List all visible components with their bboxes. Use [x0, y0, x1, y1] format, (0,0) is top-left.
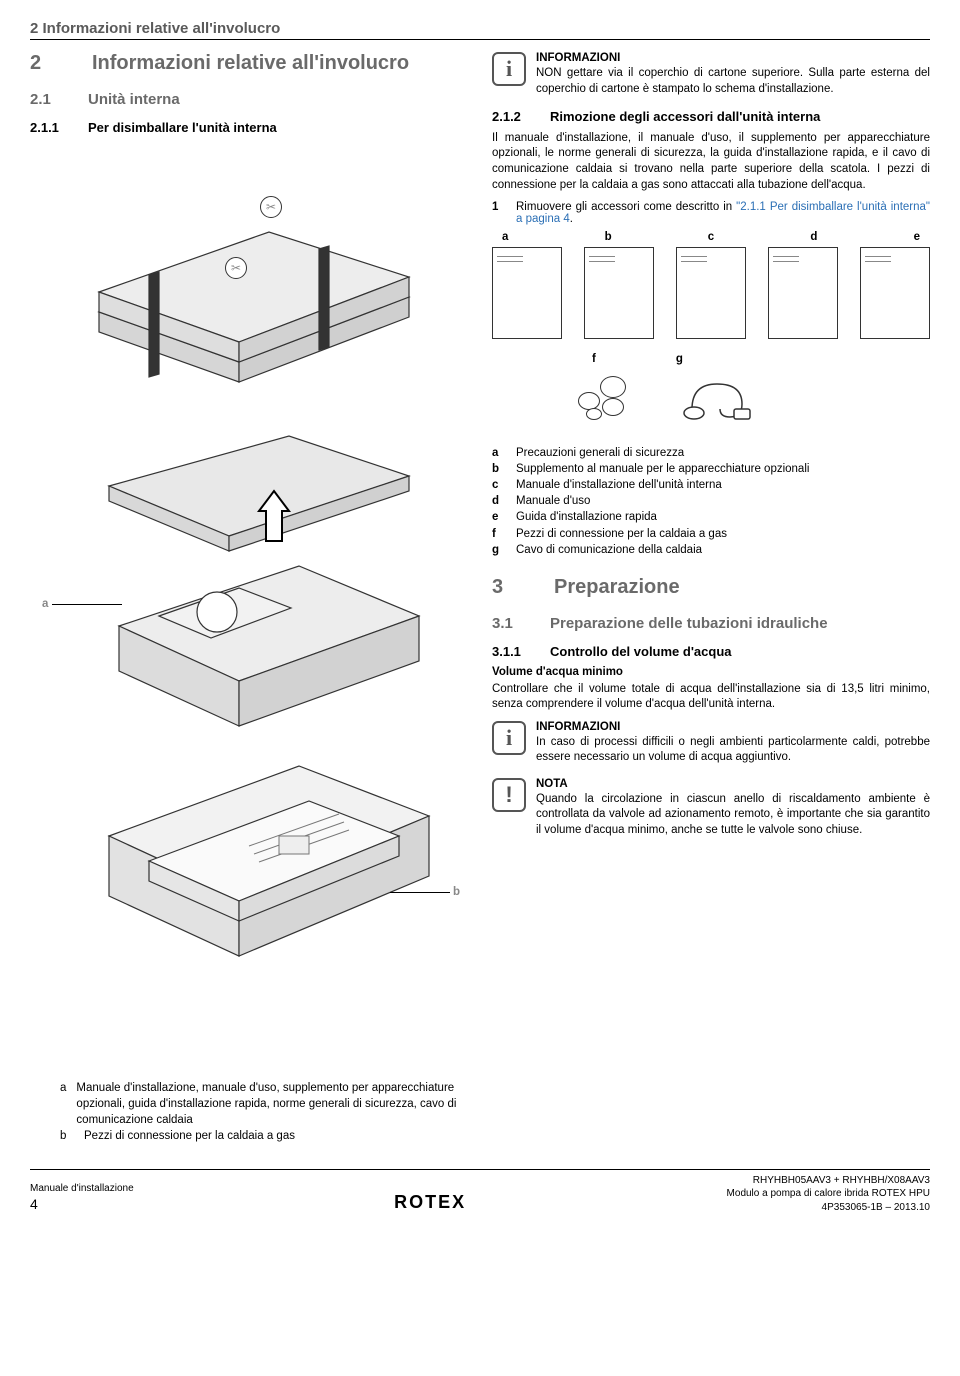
bottom-legend: aManuale d'installazione, manuale d'uso,… — [60, 1080, 480, 1144]
right-column: i INFORMAZIONI NON gettare via il coperc… — [492, 52, 930, 1070]
lbl-d: d — [810, 231, 817, 243]
caps-icon — [572, 374, 642, 424]
booklet-d — [768, 247, 838, 339]
info-block-1: i INFORMAZIONI NON gettare via il coperc… — [492, 52, 930, 97]
page-footer: Manuale d'installazione 4 ROTEX RHYHBH05… — [30, 1169, 930, 1215]
step-1-text-b: . — [570, 213, 573, 225]
lv-a: Precauzioni generali di sicurezza — [516, 445, 684, 461]
leader-b — [390, 892, 450, 893]
heading-2-num: 2 — [30, 52, 64, 75]
heading-3-1-1: 3.1.1 Controllo del volume d'acqua — [492, 644, 930, 660]
marker-a: a — [40, 598, 50, 610]
step-1-num: 1 — [492, 201, 506, 225]
lk-b: b — [492, 461, 506, 477]
footer-pagenum: 4 — [30, 1195, 134, 1214]
footer-right: RHYHBH05AAV3 + RHYHBH/X08AAV3 Modulo a p… — [727, 1174, 930, 1215]
lbl-b: b — [605, 231, 612, 243]
lbl-g: g — [676, 353, 683, 365]
heading-2-1-text: Unità interna — [88, 91, 180, 108]
booklets-row — [492, 247, 930, 339]
footer-right-line3: 4P353065-1B – 2013.10 — [727, 1201, 930, 1215]
figure-exploded: a b — [30, 416, 468, 1056]
page-header: 2 Informazioni relative all'involucro — [30, 20, 930, 40]
booklet-e — [860, 247, 930, 339]
heading-2-1-num: 2.1 — [30, 91, 74, 108]
heading-3-1-1-num: 3.1.1 — [492, 644, 536, 659]
info1-title: INFORMAZIONI — [536, 52, 930, 64]
info2-title: INFORMAZIONI — [536, 721, 930, 733]
info2-text: In caso di processi difficili o negli am… — [536, 735, 930, 766]
info-icon: i — [492, 721, 526, 755]
lk-d: d — [492, 493, 506, 509]
figure-box-top: ✂ ✂ — [30, 142, 468, 402]
lv-f: Pezzi di connessione per la caldaia a ga… — [516, 526, 727, 542]
left-column: 2 Informazioni relative all'involucro 2.… — [30, 52, 468, 1070]
blv-a: Manuale d'installazione, manuale d'uso, … — [76, 1080, 480, 1128]
main-columns: 2 Informazioni relative all'involucro 2.… — [30, 52, 930, 1070]
booklet-c — [676, 247, 746, 339]
step-1-text: Rimuovere gli accessori come descritto i… — [516, 201, 930, 225]
step-1: 1 Rimuovere gli accessori come descritto… — [492, 201, 930, 225]
labels-fg: f g — [492, 353, 930, 365]
footer-right-line1: RHYHBH05AAV3 + RHYHBH/X08AAV3 — [727, 1174, 930, 1188]
footer-brand: ROTEX — [394, 1190, 466, 1214]
marker-b: b — [451, 886, 462, 898]
heading-2-1-1-text: Per disimballare l'unità interna — [88, 121, 277, 136]
step-1-text-a: Rimuovere gli accessori come descritto i… — [516, 201, 736, 213]
heading-3-1: 3.1 Preparazione delle tubazioni idrauli… — [492, 615, 930, 632]
lbl-a: a — [502, 231, 508, 243]
lk-e: e — [492, 509, 506, 525]
heading-3-text: Preparazione — [554, 576, 680, 599]
heading-3-num: 3 — [492, 576, 526, 599]
nota-text: Quando la circolazione in ciascun anello… — [536, 792, 930, 839]
lbl-f: f — [592, 353, 596, 365]
lv-g: Cavo di comunicazione della caldaia — [516, 542, 702, 558]
heading-3-1-text: Preparazione delle tubazioni idrauliche — [550, 615, 828, 632]
footer-left-line1: Manuale d'installazione — [30, 1182, 134, 1196]
lk-a: a — [492, 445, 506, 461]
info-block-2: i INFORMAZIONI In caso di processi diffi… — [492, 721, 930, 766]
cable-icon — [682, 369, 762, 429]
footer-left: Manuale d'installazione 4 — [30, 1182, 134, 1214]
heading-2-text: Informazioni relative all'involucro — [92, 52, 409, 75]
leader-a — [52, 604, 122, 605]
booklet-b — [584, 247, 654, 339]
heading-3-1-1-text: Controllo del volume d'acqua — [550, 645, 732, 660]
labels-abcde: a b c d e — [492, 231, 930, 243]
lbl-e: e — [914, 231, 920, 243]
lk-c: c — [492, 477, 506, 493]
info1-text: NON gettare via il coperchio di cartone … — [536, 66, 930, 97]
lbl-c: c — [708, 231, 714, 243]
lv-b: Supplemento al manuale per le apparecchi… — [516, 461, 809, 477]
blk-b: b — [60, 1128, 74, 1144]
heading-2-1-2: 2.1.2 Rimozione degli accessori dall'uni… — [492, 109, 930, 125]
page-header-title: 2 Informazioni relative all'involucro — [30, 20, 930, 37]
nota-title: NOTA — [536, 778, 930, 790]
footer-right-line2: Modulo a pompa di calore ibrida ROTEX HP… — [727, 1187, 930, 1201]
heading-2-1-1-num: 2.1.1 — [30, 120, 74, 135]
heading-3-1-num: 3.1 — [492, 615, 536, 632]
heading-2-1-2-num: 2.1.2 — [492, 109, 536, 124]
lv-c: Manuale d'installazione dell'unità inter… — [516, 477, 722, 493]
warning-icon: ! — [492, 778, 526, 812]
para-212: Il manuale d'installazione, il manuale d… — [492, 131, 930, 193]
booklet-a — [492, 247, 562, 339]
heading-2: 2 Informazioni relative all'involucro — [30, 52, 468, 75]
heading-2-1-2-text: Rimozione degli accessori dall'unità int… — [550, 110, 820, 125]
blk-a: a — [60, 1080, 66, 1128]
heading-2-1-1: 2.1.1 Per disimballare l'unità interna — [30, 120, 468, 136]
heading-2-1: 2.1 Unità interna — [30, 91, 468, 108]
blv-b: Pezzi di connessione per la caldaia a ga… — [84, 1128, 295, 1144]
info-icon: i — [492, 52, 526, 86]
lv-e: Guida d'installazione rapida — [516, 509, 657, 525]
lk-g: g — [492, 542, 506, 558]
heading-3: 3 Preparazione — [492, 576, 930, 599]
lv-d: Manuale d'uso — [516, 493, 590, 509]
bold-volume: Volume d'acqua minimo — [492, 666, 930, 678]
parts-row — [492, 369, 930, 429]
legend-abcdefg: a Precauzioni generali di sicurezza b Supp… — [492, 445, 930, 558]
para-volume: Controllare che il volume totale di acqu… — [492, 682, 930, 713]
lk-f: f — [492, 526, 506, 542]
nota-block: ! NOTA Quando la circolazione in ciascun… — [492, 778, 930, 839]
